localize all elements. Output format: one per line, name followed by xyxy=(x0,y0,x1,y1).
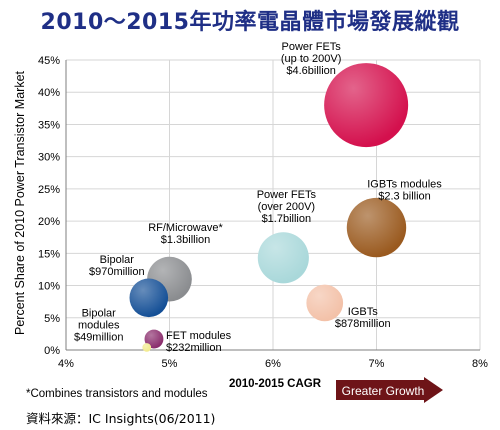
x-tick-label: 4% xyxy=(58,358,74,370)
bubble-label: Bipolar modules $49million xyxy=(74,307,124,343)
x-tick-label: 7% xyxy=(369,358,385,370)
greater-growth-label: Greater Growth xyxy=(342,384,425,398)
y-tick-label: 5% xyxy=(44,313,60,325)
bubble-label: Bipolar $970million xyxy=(89,254,145,278)
bubble-label-line: FET modules xyxy=(166,330,232,342)
bubble-label-line: Power FETs xyxy=(257,189,317,201)
bubble-label: RF/Microwave* $1.3billion xyxy=(148,222,223,246)
bubble-label: FET modules $232million xyxy=(166,330,232,354)
bubble-label-line: $4.6billion xyxy=(286,65,336,77)
y-axis-title: Percent Share of 2010 Power Transistor M… xyxy=(13,70,27,335)
bubble-label: Power FETs (over 200V) $1.7billion xyxy=(257,189,317,225)
bubble-label-line: (up to 200V) xyxy=(281,53,342,65)
bubble-label-line: Bipolar xyxy=(100,254,135,266)
x-tick-label: 5% xyxy=(162,358,178,370)
x-axis-title: 2010-2015 CAGR xyxy=(229,378,322,390)
y-tick-label: 10% xyxy=(38,281,60,293)
bubble-label-line: $2.3 billion xyxy=(378,191,431,203)
y-tick-label: 15% xyxy=(38,248,60,260)
bubble-label-line: (over 200V) xyxy=(258,201,315,213)
greater-growth-arrow-shape xyxy=(336,377,443,403)
bubble-highlight xyxy=(257,232,309,284)
y-tick-label: 40% xyxy=(38,87,60,99)
bubble-label-line: $1.7billion xyxy=(262,213,312,225)
bubble-highlight xyxy=(129,278,169,318)
y-tick-label: 20% xyxy=(38,216,60,228)
bubble-label: IGBTs $878million xyxy=(335,306,391,330)
axis-layer: 0% 5% 10% 15% 20% 25% 30% 35% 40% 45% 4% 5% 6% 7% 8% xyxy=(38,55,488,370)
bubble-highlight xyxy=(144,329,164,349)
footnote: *Combines transistors and modules xyxy=(26,388,208,400)
bubble-label-line: Bipolar xyxy=(82,307,117,319)
bubble-label-line: IGBTs xyxy=(348,306,378,318)
bubble-label-line: $1.3billion xyxy=(161,234,211,246)
x-tick-label: 8% xyxy=(472,358,488,370)
greater-growth-arrow: Greater Growth xyxy=(336,377,443,403)
bubble-label-line: RF/Microwave* xyxy=(148,222,223,234)
bubble-label-line: modules xyxy=(78,319,120,331)
source-line: 資料來源：IC Insights(06/2011) xyxy=(26,411,216,426)
bubble-label-line: IGBTs modules xyxy=(367,179,442,191)
bubble-label-line: $232million xyxy=(166,342,222,354)
y-tick-label: 45% xyxy=(38,55,60,67)
bubble-label-line: Power FETs xyxy=(282,41,342,53)
bubble-label-line: $878million xyxy=(335,318,391,330)
bubble-label: IGBTs modules $2.3 billion xyxy=(367,179,442,203)
bubble-highlight xyxy=(306,284,344,322)
chart-title: 2010～2015年功率電晶體市場發展縱觀 xyxy=(40,10,460,35)
y-tick-label: 0% xyxy=(44,345,60,357)
y-tick-label: 25% xyxy=(38,184,60,196)
bubble-label: Power FETs (up to 200V) $4.6billion xyxy=(281,41,342,77)
bubble-label-line: $49million xyxy=(74,331,124,343)
bubble-label-line: $970million xyxy=(89,266,145,278)
bubble-layer xyxy=(129,63,409,352)
bubble-highlight xyxy=(346,197,407,258)
bubble-highlight xyxy=(142,343,152,352)
y-tick-label: 35% xyxy=(38,119,60,131)
bubble-highlight xyxy=(324,63,409,148)
y-tick-label: 30% xyxy=(38,152,60,164)
x-tick-label: 6% xyxy=(265,358,281,370)
